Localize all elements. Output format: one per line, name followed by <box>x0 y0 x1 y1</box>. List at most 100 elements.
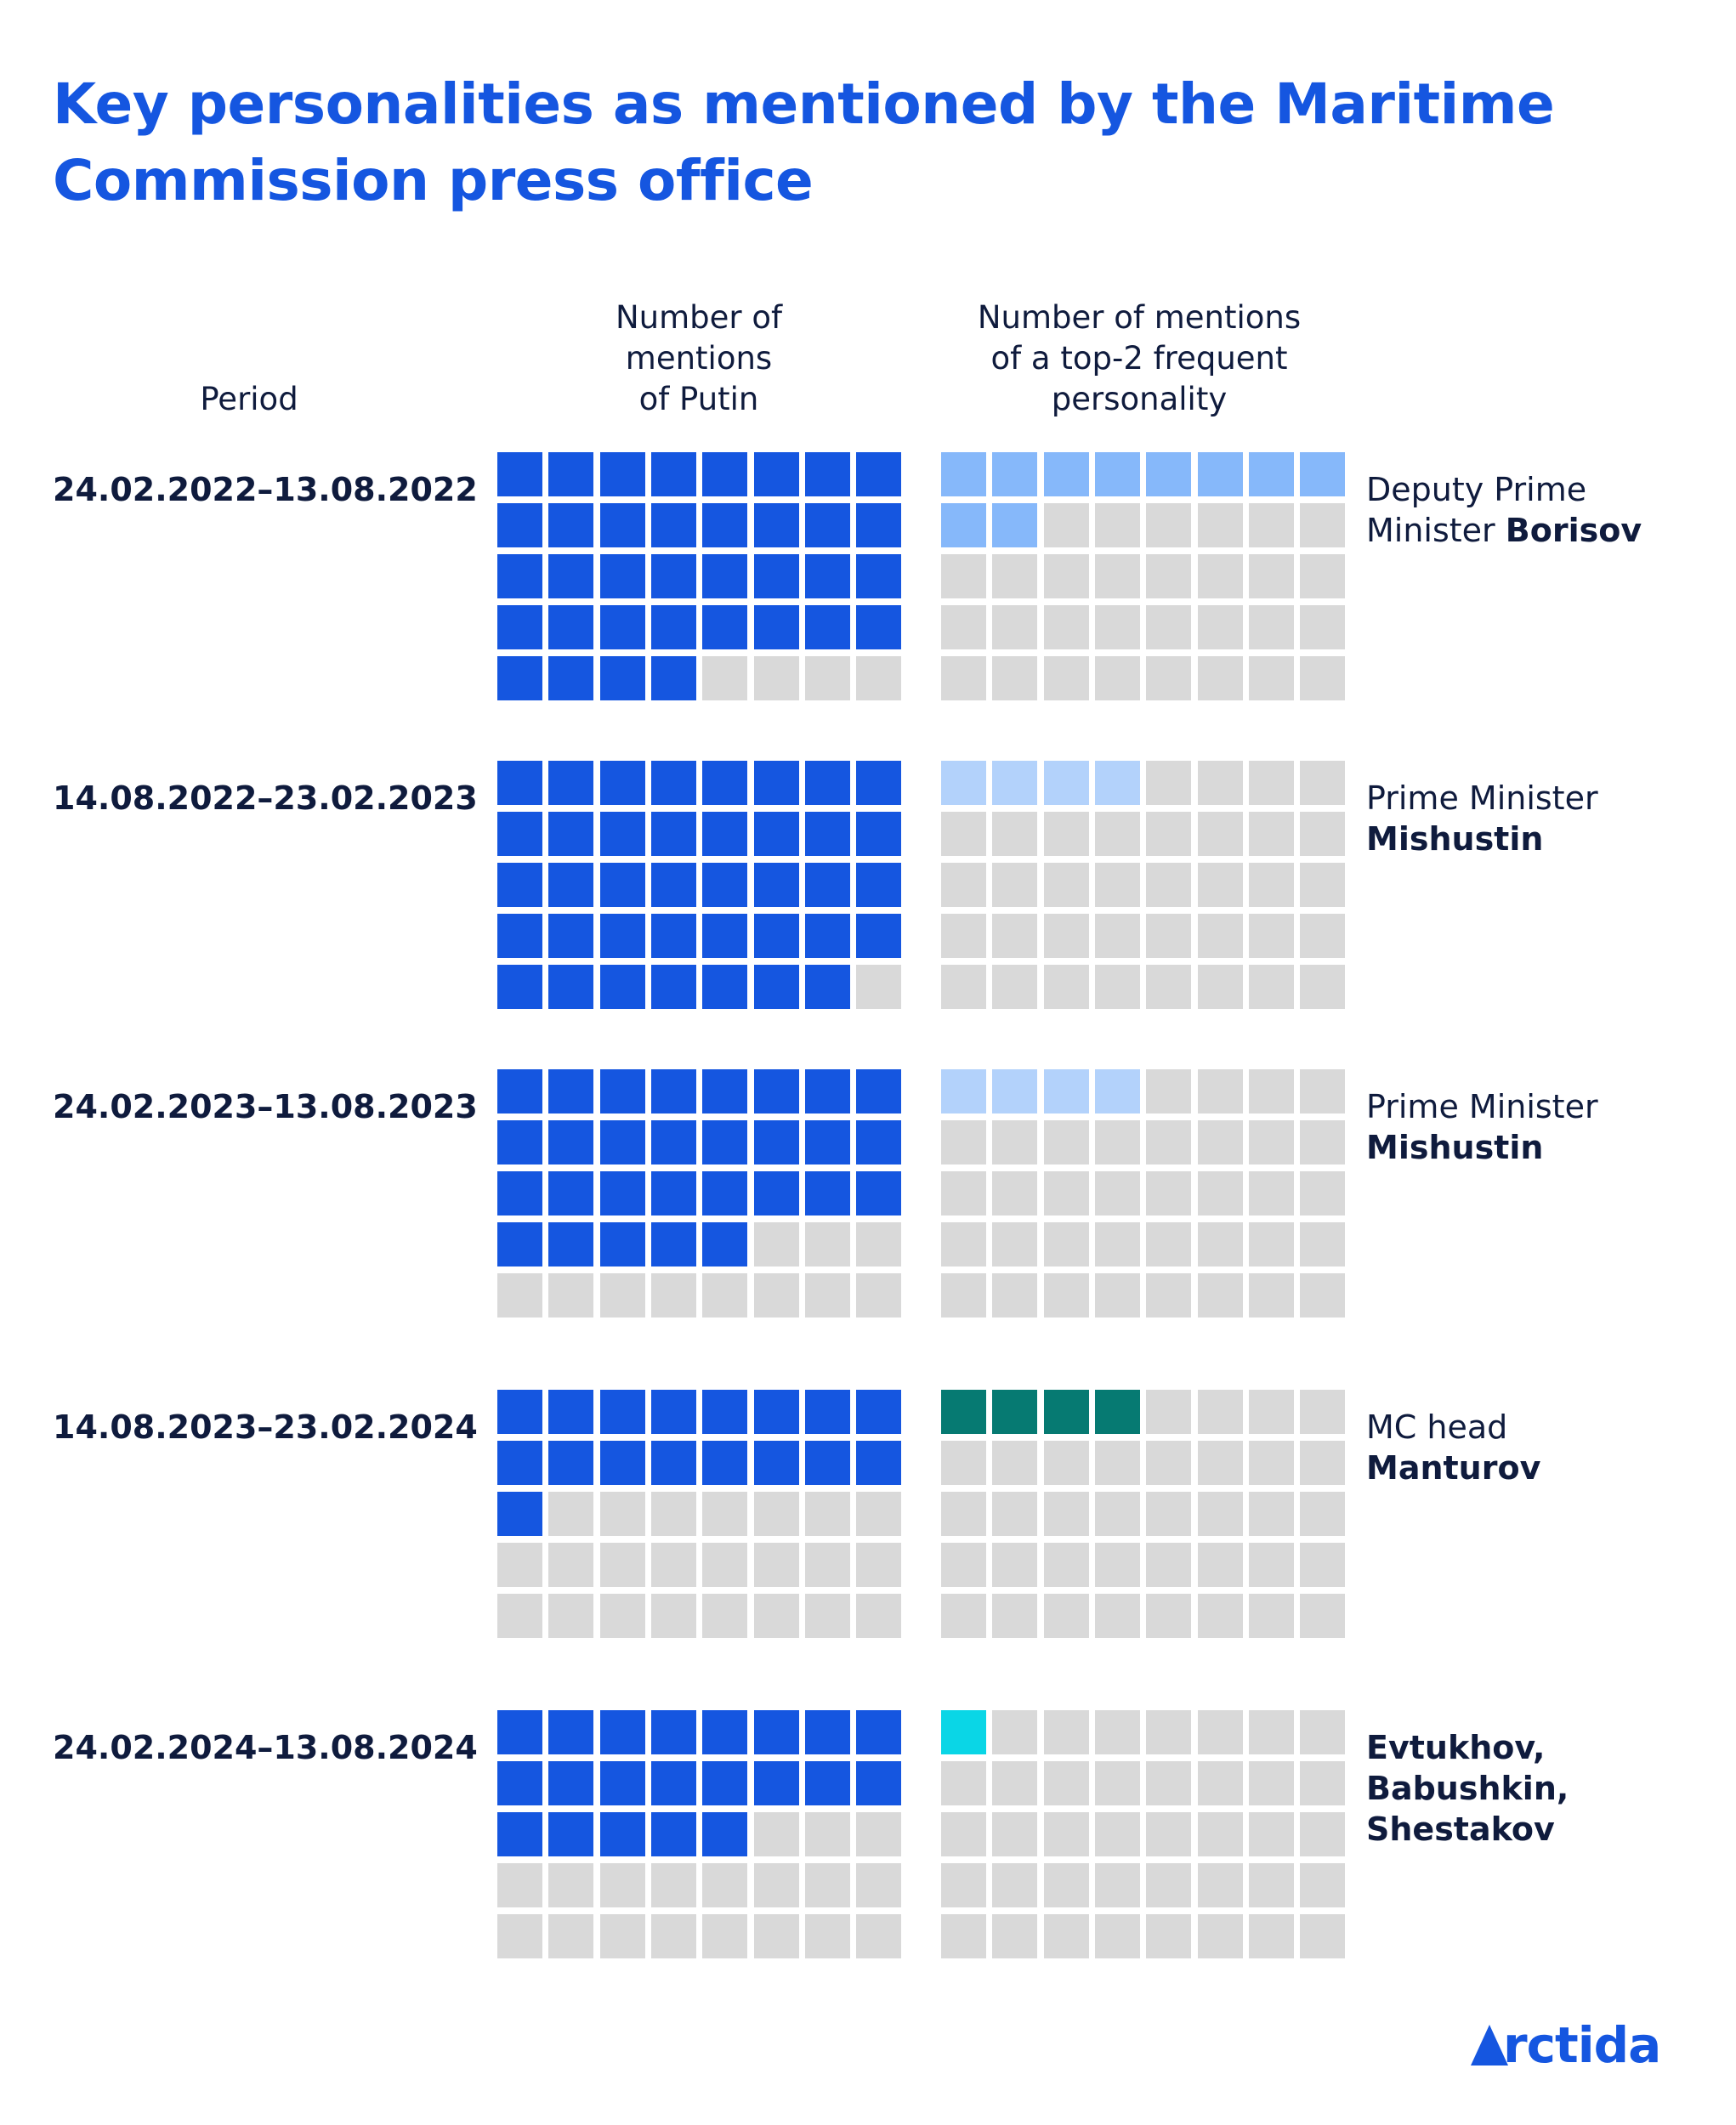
putin-mentions-filled-cell <box>804 503 850 547</box>
putin-mentions-empty-cell <box>650 1914 696 1958</box>
top2-mentions-empty-cell <box>1197 554 1243 598</box>
top2-mentions-empty-cell <box>941 1171 986 1216</box>
top2-mentions-empty-cell <box>992 1594 1038 1638</box>
putin-mentions-filled-cell <box>548 1120 594 1164</box>
top2-mentions-empty-cell <box>1300 1914 1346 1958</box>
top2-mentions-filled-cell <box>1043 1390 1089 1434</box>
top2-mentions-empty-cell <box>1197 1441 1243 1485</box>
top2-mentions-empty-cell <box>1197 1543 1243 1587</box>
top2-mentions-empty-cell <box>1146 1222 1192 1266</box>
putin-mentions-filled-cell <box>702 605 748 649</box>
putin-mentions-filled-cell <box>650 1390 696 1434</box>
putin-mentions-filled-cell <box>599 1120 645 1164</box>
top2-mentions-empty-cell <box>941 1543 986 1587</box>
top2-mentions-empty-cell <box>992 1120 1038 1164</box>
putin-mentions-empty-cell <box>753 1273 799 1318</box>
top2-mentions-empty-cell <box>1197 1863 1243 1907</box>
top2-mentions-empty-cell <box>1197 1273 1243 1318</box>
putin-mentions-filled-cell <box>856 605 902 649</box>
putin-mentions-empty-cell <box>497 1914 542 1958</box>
top2-mentions-empty-cell <box>1146 1273 1192 1318</box>
top2-mentions-empty-cell <box>1300 554 1346 598</box>
top2-mentions-empty-cell <box>1197 1594 1243 1638</box>
putin-mentions-filled-cell <box>650 812 696 856</box>
top2-mentions-empty-cell <box>941 1222 986 1266</box>
top2-mentions-empty-cell <box>1146 605 1192 649</box>
putin-header-line: mentions <box>625 340 773 377</box>
top2-mentions-empty-cell <box>941 1863 986 1907</box>
putin-mentions-filled-cell <box>599 605 645 649</box>
putin-mentions-filled-cell <box>599 1222 645 1266</box>
top2-mentions-filled-cell <box>1043 761 1089 805</box>
top2-mentions-empty-cell <box>1146 656 1192 700</box>
top2-mentions-empty-cell <box>941 1492 986 1536</box>
putin-mentions-filled-cell <box>650 1222 696 1266</box>
putin-mentions-empty-cell <box>856 965 902 1009</box>
top2-mentions-empty-cell <box>1248 1863 1294 1907</box>
top2-mentions-empty-cell <box>1043 503 1089 547</box>
top2-mentions-empty-cell <box>1248 1069 1294 1114</box>
top2-mentions-empty-cell <box>1043 1812 1089 1856</box>
putin-mentions-empty-cell <box>856 1594 902 1638</box>
top2-mentions-empty-cell <box>1043 812 1089 856</box>
putin-mentions-filled-cell <box>497 656 542 700</box>
putin-mentions-filled-cell <box>497 503 542 547</box>
putin-mentions-filled-cell <box>650 1120 696 1164</box>
putin-mentions-filled-cell <box>497 812 542 856</box>
putin-mentions-empty-cell <box>856 1914 902 1958</box>
putin-mentions-empty-cell <box>753 1812 799 1856</box>
personality-name: Evtukhov, <box>1366 1729 1546 1766</box>
putin-mentions-filled-cell <box>548 1710 594 1754</box>
putin-mentions-filled-cell <box>702 1171 748 1216</box>
putin-mentions-filled-cell <box>856 1171 902 1216</box>
top2-mentions-empty-cell <box>1094 503 1140 547</box>
putin-mentions-filled-cell <box>804 452 850 496</box>
top2-mentions-empty-cell <box>1094 965 1140 1009</box>
putin-mentions-filled-cell <box>650 914 696 958</box>
putin-mentions-empty-cell <box>599 1594 645 1638</box>
putin-mentions-filled-cell <box>702 452 748 496</box>
top2-mentions-empty-cell <box>1043 1543 1089 1587</box>
putin-mentions-empty-cell <box>497 1273 542 1318</box>
putin-mentions-empty-cell <box>497 1594 542 1638</box>
putin-mentions-filled-cell <box>856 1710 902 1754</box>
putin-mentions-filled-cell <box>599 965 645 1009</box>
top2-mentions-filled-cell <box>1094 761 1140 805</box>
top2-mentions-empty-cell <box>1248 965 1294 1009</box>
top2-mentions-empty-cell <box>1146 761 1192 805</box>
top2-mentions-filled-cell <box>941 761 986 805</box>
putin-mentions-filled-cell <box>753 1761 799 1805</box>
top2-mentions-empty-cell <box>1197 1171 1243 1216</box>
top2-mentions-filled-cell <box>992 761 1038 805</box>
putin-mentions-filled-cell <box>753 452 799 496</box>
putin-mentions-empty-cell <box>753 1492 799 1536</box>
putin-mentions-empty-cell <box>804 1863 850 1907</box>
putin-mentions-empty-cell <box>497 1863 542 1907</box>
putin-mentions-filled-cell <box>497 914 542 958</box>
putin-mentions-filled-cell <box>702 965 748 1009</box>
putin-mentions-empty-cell <box>804 1273 850 1318</box>
putin-mentions-filled-cell <box>599 1390 645 1434</box>
putin-mentions-filled-cell <box>599 812 645 856</box>
top2-mentions-empty-cell <box>1300 656 1346 700</box>
putin-mentions-filled-cell <box>497 1069 542 1114</box>
top2-mentions-empty-cell <box>992 554 1038 598</box>
putin-mentions-filled-cell <box>548 605 594 649</box>
top2-mentions-empty-cell <box>992 1710 1038 1754</box>
putin-mentions-filled-cell <box>650 554 696 598</box>
putin-mentions-filled-cell <box>702 914 748 958</box>
putin-mentions-filled-cell <box>702 1222 748 1266</box>
top2-mentions-empty-cell <box>1300 1492 1346 1536</box>
putin-mentions-filled-cell <box>548 863 594 907</box>
top2-header-line: Number of mentions <box>977 299 1302 336</box>
putin-mentions-filled-cell <box>804 761 850 805</box>
top2-mentions-empty-cell <box>1146 1171 1192 1216</box>
putin-mentions-empty-cell <box>497 1543 542 1587</box>
putin-mentions-filled-cell <box>497 605 542 649</box>
top2-mentions-empty-cell <box>1300 812 1346 856</box>
top2-mentions-empty-cell <box>1248 605 1294 649</box>
top2-mentions-empty-cell <box>1043 1171 1089 1216</box>
putin-mentions-filled-cell <box>804 863 850 907</box>
top2-mentions-empty-cell <box>1197 812 1243 856</box>
putin-mentions-empty-cell <box>548 1594 594 1638</box>
